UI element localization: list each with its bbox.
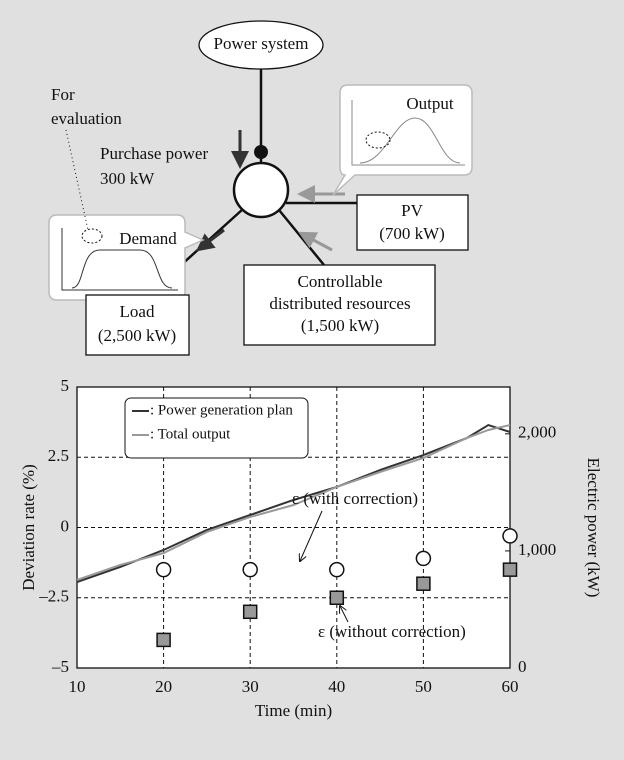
output-callout — [332, 84, 473, 196]
pv-box — [356, 194, 469, 251]
y-tick-label: 2.5 — [48, 446, 69, 465]
label: Purchase power — [100, 144, 208, 163]
x-tick-label: 20 — [155, 677, 172, 696]
label: Controllable — [298, 272, 383, 291]
annotation-arrow — [300, 510, 323, 561]
label: Demand — [119, 229, 177, 248]
x-tick-label: 40 — [328, 677, 345, 696]
hub — [232, 161, 290, 219]
label: (700 kW) — [379, 224, 445, 243]
label: (2,500 kW) — [98, 326, 176, 345]
meter — [254, 145, 268, 159]
point — [502, 562, 518, 577]
label: Output — [406, 94, 454, 113]
chart: 10 20 30 40 50 60 5 2.5 0 –2.5 –5 0 1,000 2,000 Time (… — [19, 376, 603, 720]
point — [156, 632, 171, 648]
annotation-arrow — [340, 606, 349, 623]
label: distributed resources — [269, 294, 410, 313]
point — [242, 561, 258, 578]
y-axis-label: Deviation rate (%) — [19, 464, 38, 591]
y-tick-label: 0 — [61, 516, 70, 535]
x-tick-label: 60 — [502, 677, 519, 696]
label: Load — [120, 302, 155, 321]
legend — [124, 397, 309, 459]
annotation: ε (with correction) — [292, 489, 418, 508]
controllable-box — [243, 264, 436, 346]
eval-mark — [81, 228, 103, 244]
y2-tick-label: 0 — [518, 657, 527, 676]
arrow — [298, 231, 333, 252]
label: (1,500 kW) — [301, 316, 379, 335]
label: 300 kW — [100, 169, 155, 188]
point — [502, 528, 518, 544]
point — [415, 550, 432, 567]
load-box — [85, 294, 190, 356]
x-tick-label: 50 — [415, 677, 432, 696]
point — [416, 576, 431, 591]
x-axis-label: Time (min) — [255, 701, 332, 720]
eval-mark — [365, 131, 391, 149]
y2-tick-label: 2,000 — [518, 423, 556, 442]
point — [329, 561, 345, 578]
y2-axis-label: Electric power (kW) — [584, 458, 603, 598]
x-tick-label: 10 — [69, 677, 86, 696]
legend-label: : Total output — [150, 426, 231, 442]
label: Power system — [214, 34, 309, 53]
label: PV — [401, 201, 423, 220]
legend-label: : Power generation plan — [150, 402, 293, 418]
y-tick-label: –2.5 — [38, 587, 69, 606]
power-system-node — [198, 20, 324, 70]
y2-tick-label: 1,000 — [518, 540, 556, 559]
point — [329, 590, 345, 605]
label: evaluation — [51, 109, 122, 128]
annotation: ε (without correction) — [318, 622, 466, 641]
x-tick-label: 30 — [242, 677, 259, 696]
demand-callout — [48, 214, 205, 301]
label: For — [51, 85, 75, 104]
y-tick-label: –5 — [51, 657, 69, 676]
connector — [278, 209, 325, 266]
y-tick-label: 5 — [61, 376, 70, 395]
output-curve — [351, 100, 465, 166]
diagram: Power system For evaluation Purchase pow… — [48, 20, 473, 356]
arrow — [195, 228, 225, 252]
point — [155, 561, 172, 578]
demand-curve — [61, 228, 178, 291]
point — [242, 604, 258, 620]
line — [76, 424, 511, 581]
